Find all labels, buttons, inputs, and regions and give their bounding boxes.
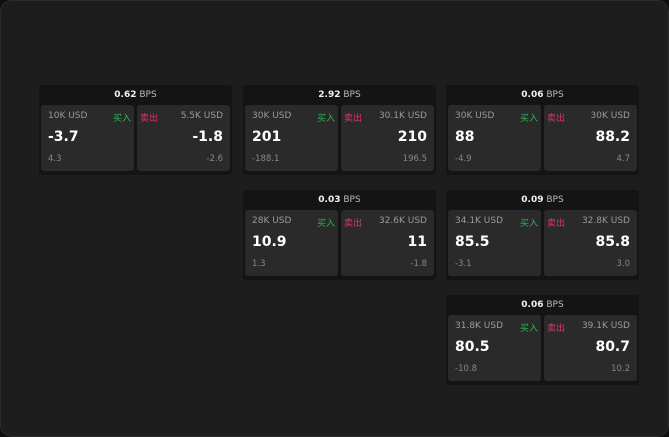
buy-sub-value: 4.3 [48,154,62,164]
buy-quantity: 31.8K USD [455,321,504,331]
buy-panel[interactable]: 30K USD 买入 201 -188.1 [245,105,338,171]
buy-price: 201 [252,129,282,145]
sell-panel[interactable]: 卖出 32.6K USD 11 -1.8 [341,210,434,276]
buy-quantity: 28K USD [252,216,292,226]
sell-quantity: 30.1K USD [378,111,427,121]
sell-quantity: 5.5K USD [180,111,223,121]
sell-sub-value: -2.6 [206,154,223,164]
buy-label: 买入 [316,219,335,229]
sell-quantity: 32.6K USD [378,216,427,226]
quote-card: 0.09 BPS 34.1K USD 买入 85.5 -3.1 卖出 32.8K USD… [446,190,639,280]
buy-price: 88 [455,129,475,145]
buy-panel[interactable]: 31.8K USD 买入 80.5 -10.8 [448,315,541,381]
buy-sub-value: -3.1 [455,259,472,269]
sell-panel[interactable]: 卖出 39.1K USD 80.7 10.2 [544,315,637,381]
spread-unit: BPS [139,90,157,100]
buy-quantity: 10K USD [48,111,88,121]
sell-label: 卖出 [344,219,363,229]
sell-price: 80.7 [595,339,630,355]
quote-card: 0.03 BPS 28K USD 买入 10.9 1.3 卖出 32.6K USD 11 -… [243,190,436,280]
quote-card: 2.92 BPS 30K USD 买入 201 -188.1 卖出 30.1K USD 2… [243,85,436,175]
sell-label: 卖出 [547,114,566,124]
sell-quantity: 32.8K USD [581,216,630,226]
quote-card: 0.06 BPS 31.8K USD 买入 80.5 -10.8 卖出 39.1K US… [446,295,639,385]
spread-header: 0.06 BPS [446,295,639,315]
sell-quantity: 30K USD [590,111,630,121]
buy-price: 80.5 [455,339,490,355]
sell-label: 卖出 [547,324,566,334]
spread-value: 2.92 [318,90,341,100]
sell-sub-value: 196.5 [402,154,427,164]
sell-panel[interactable]: 卖出 30.1K USD 210 196.5 [341,105,434,171]
sell-price: 88.2 [595,129,630,145]
buy-label: 买入 [112,114,131,124]
sell-label: 卖出 [344,114,363,124]
spread-unit: BPS [343,195,361,205]
spread-value: 0.06 [521,300,544,310]
sell-sub-value: 3.0 [616,259,630,269]
buy-label: 买入 [316,114,335,124]
spread-value: 0.03 [318,195,341,205]
buy-sub-value: -4.9 [455,154,472,164]
sell-panel[interactable]: 卖出 5.5K USD -1.8 -2.6 [137,105,230,171]
buy-quantity: 34.1K USD [455,216,504,226]
sell-panel[interactable]: 卖出 32.8K USD 85.8 3.0 [544,210,637,276]
spread-header: 0.03 BPS [243,190,436,210]
spread-unit: BPS [546,300,564,310]
buy-sub-value: -188.1 [252,154,280,164]
sell-label: 卖出 [140,114,159,124]
sell-quantity: 39.1K USD [581,321,630,331]
sell-price: -1.8 [192,129,223,145]
sell-price: 11 [407,234,427,250]
sell-sub-value: 4.7 [616,154,630,164]
sell-price: 210 [397,129,427,145]
quote-card: 0.62 BPS 10K USD 买入 -3.7 4.3 卖出 5.5K USD -1.8… [39,85,232,175]
spread-unit: BPS [546,195,564,205]
spread-header: 0.62 BPS [39,85,232,105]
buy-quantity: 30K USD [252,111,292,121]
buy-panel[interactable]: 30K USD 买入 88 -4.9 [448,105,541,171]
sell-label: 卖出 [547,219,566,229]
spread-header: 2.92 BPS [243,85,436,105]
sell-price: 85.8 [595,234,630,250]
spread-unit: BPS [546,90,564,100]
buy-panel[interactable]: 34.1K USD 买入 85.5 -3.1 [448,210,541,276]
buy-panel[interactable]: 10K USD 买入 -3.7 4.3 [41,105,134,171]
buy-price: 10.9 [252,234,287,250]
buy-sub-value: -10.8 [455,364,477,374]
sell-sub-value: 10.2 [611,364,630,374]
spread-header: 0.06 BPS [446,85,639,105]
buy-label: 买入 [519,324,538,334]
sell-sub-value: -1.8 [410,259,427,269]
spread-value: 0.62 [114,90,137,100]
buy-price: -3.7 [48,129,79,145]
spread-unit: BPS [343,90,361,100]
buy-label: 买入 [519,219,538,229]
spread-value: 0.09 [521,195,544,205]
buy-quantity: 30K USD [455,111,495,121]
spread-header: 0.09 BPS [446,190,639,210]
buy-price: 85.5 [455,234,490,250]
spread-value: 0.06 [521,90,544,100]
buy-panel[interactable]: 28K USD 买入 10.9 1.3 [245,210,338,276]
buy-sub-value: 1.3 [252,259,266,269]
buy-label: 买入 [519,114,538,124]
sell-panel[interactable]: 卖出 30K USD 88.2 4.7 [544,105,637,171]
quote-card: 0.06 BPS 30K USD 买入 88 -4.9 卖出 30K USD 88.2 4.… [446,85,639,175]
